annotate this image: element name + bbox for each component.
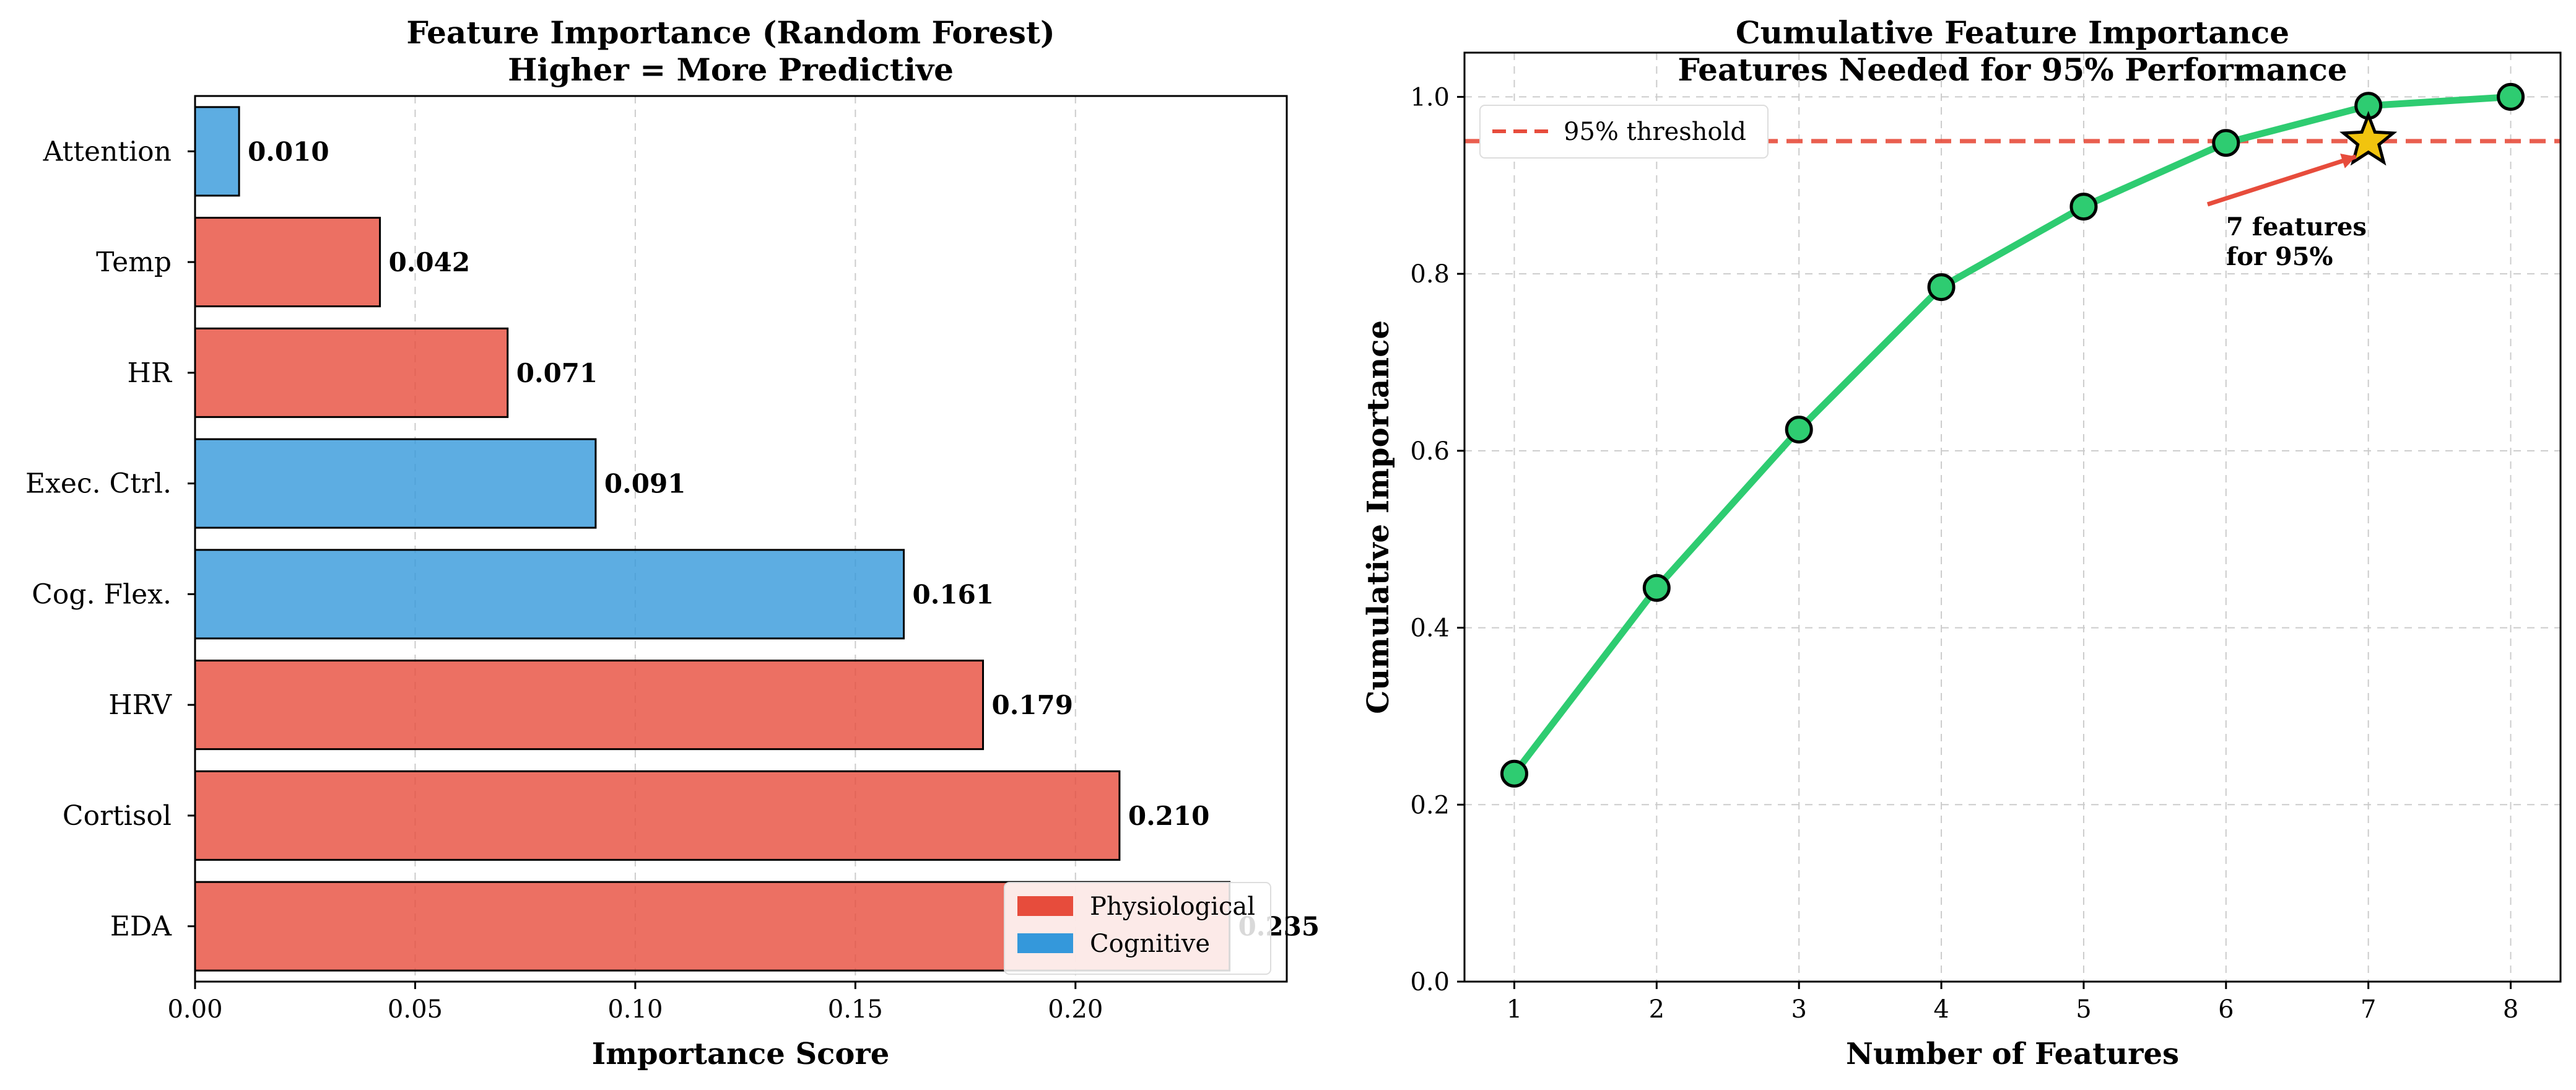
legend-swatch-cognitive <box>1017 933 1073 953</box>
category-label-temp: Temp <box>96 246 172 278</box>
left-chart-title-line1: Feature Importance (Random Forest) <box>406 14 1055 51</box>
value-label-cortisol: 0.210 <box>1128 801 1210 831</box>
right-y-tick-label-5: 1.0 <box>1410 83 1450 111</box>
right-grid <box>1464 53 2561 982</box>
left-plot-frame <box>194 95 1288 983</box>
legend-threshold-label: 95% threshold <box>1564 118 1746 146</box>
bar-temp <box>194 217 381 308</box>
point-4-features <box>1927 273 1956 302</box>
right-y-tick-label-2: 0.4 <box>1410 614 1450 643</box>
point-6-features <box>2212 129 2240 157</box>
left-x-ticks: 0.00 0.05 0.10 0.15 0.20 <box>167 982 1103 1024</box>
right-y-tick-label-3: 0.6 <box>1410 437 1450 466</box>
right-legend-box <box>1479 105 1769 159</box>
point-3-features <box>1785 416 1813 444</box>
category-label-exec-ctrl: Exec. Ctrl. <box>25 468 172 500</box>
cumulative-line <box>1510 93 2515 777</box>
annotation-text-line1: 7 features <box>2226 212 2367 242</box>
cumulative-points <box>1500 82 2525 788</box>
right-x-tick-label-2: 3 <box>1791 995 1806 1024</box>
category-label-eda: EDA <box>110 911 172 943</box>
annotation-text-line2: for 95% <box>2226 242 2333 271</box>
left-x-tick-label-3: 0.15 <box>828 995 883 1024</box>
category-label-hr: HR <box>128 357 173 389</box>
bar-exec-ctrl <box>194 438 597 529</box>
star-icon <box>2339 110 2398 166</box>
right-x-tick-label-6: 7 <box>2361 995 2376 1024</box>
cumulative-series-line <box>1510 93 2515 777</box>
right-x-tick-label-5: 6 <box>2218 995 2234 1024</box>
left-chart-title-line2: Higher = More Predictive <box>508 51 954 88</box>
threshold-star <box>2339 110 2398 166</box>
legend-label-cognitive: Cognitive <box>1090 930 1210 958</box>
value-label-attention: 0.010 <box>248 136 329 167</box>
bar-cog-flex <box>194 549 905 640</box>
category-label-cortisol: Cortisol <box>63 800 172 832</box>
right-x-tick-label-4: 5 <box>2076 995 2091 1024</box>
legend-swatch-physiological <box>1017 896 1073 916</box>
feature-importance-chart: Feature Importance (Random Forest) Highe… <box>25 14 1320 1071</box>
right-y-ticks: 0.0 0.2 0.4 0.6 0.8 1.0 <box>1410 83 1464 996</box>
right-x-tick-label-1: 2 <box>1649 995 1664 1024</box>
value-label-hr: 0.071 <box>516 358 598 388</box>
category-label-attention: Attention <box>43 136 172 167</box>
right-y-axis-label: Cumulative Importance <box>1361 320 1396 714</box>
legend-label-physiological: Physiological <box>1090 892 1255 921</box>
right-legend: 95% threshold <box>1479 105 1769 159</box>
left-x-axis-label: Importance Score <box>592 1037 890 1071</box>
left-x-tick-label-0: 0.00 <box>167 995 222 1024</box>
right-x-axis-label: Number of Features <box>1846 1037 2179 1071</box>
bar-attention <box>194 106 240 197</box>
annotation-arrowhead <box>2340 153 2356 168</box>
point-5-features <box>2069 193 2098 221</box>
right-y-tick-label-1: 0.2 <box>1410 791 1450 819</box>
right-chart-title-line1: Cumulative Feature Importance <box>1736 14 2289 51</box>
point-8-features <box>2497 82 2525 111</box>
right-x-ticks: 1 2 3 4 5 6 7 8 <box>1507 982 2518 1024</box>
right-x-tick-label-0: 1 <box>1507 995 1522 1024</box>
left-x-tick-label-4: 0.20 <box>1048 995 1103 1024</box>
value-label-temp: 0.042 <box>389 247 471 277</box>
category-label-cog-flex: Cog. Flex. <box>32 578 172 610</box>
right-x-tick-label-7: 8 <box>2503 995 2518 1024</box>
right-plot-frame <box>1463 51 2562 983</box>
left-x-tick-label-1: 0.05 <box>388 995 443 1024</box>
right-y-tick-label-4: 0.8 <box>1410 260 1450 289</box>
annotation: 7 features for 95% <box>2206 153 2367 271</box>
left-category-labels: Attention Temp HR Exec. Ctrl. Cog. Flex. HRV C… <box>25 136 195 943</box>
point-1-features <box>1500 759 1528 788</box>
point-2-features <box>1642 573 1671 602</box>
cumulative-importance-chart: Cumulative Feature Importance Features N… <box>1361 14 2562 1071</box>
bar-hr <box>194 327 509 418</box>
left-legend: Physiological Cognitive <box>1004 882 1271 975</box>
right-chart-title-line2: Features Needed for 95% Performance <box>1677 51 2347 88</box>
left-x-tick-label-2: 0.10 <box>607 995 663 1024</box>
value-label-cog-flex: 0.161 <box>913 579 994 609</box>
left-bars <box>194 106 1231 972</box>
bar-cortisol <box>194 770 1121 861</box>
annotation-arrow <box>2206 154 2357 207</box>
value-label-exec-ctrl: 0.091 <box>604 469 686 499</box>
right-y-tick-label-0: 0.0 <box>1410 968 1450 996</box>
bar-hrv <box>194 660 984 751</box>
category-label-hrv: HRV <box>108 689 172 721</box>
value-label-hrv: 0.179 <box>991 690 1073 720</box>
right-x-tick-label-3: 4 <box>1933 995 1949 1024</box>
